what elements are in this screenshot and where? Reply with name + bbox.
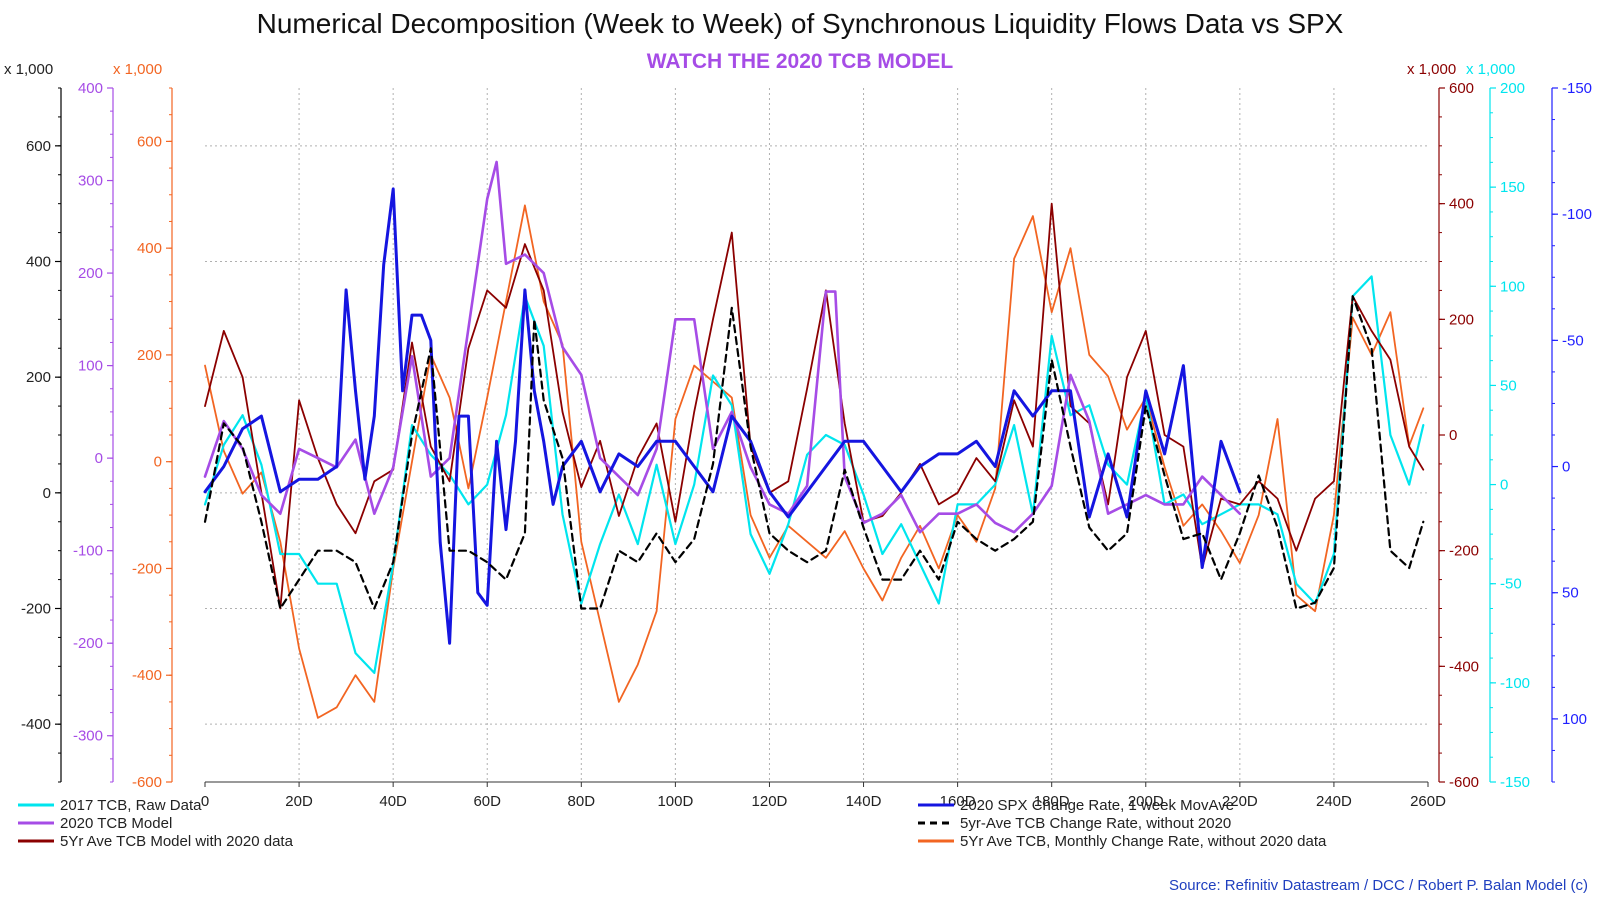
x-tick-label: 20D: [285, 793, 313, 810]
ax1-tick-label: -200: [21, 601, 51, 618]
ax3-tick-label: 0: [154, 454, 162, 471]
x-tick-label: 120D: [752, 793, 788, 810]
ax6-tick-label: 100: [1562, 711, 1587, 728]
ax3-tick-label: -400: [132, 667, 162, 684]
x-tick-label: 40D: [379, 793, 407, 810]
x-tick-label: 180D: [1034, 793, 1070, 810]
ax6-tick-label: -100: [1562, 206, 1592, 223]
ax6-tick-label: -150: [1562, 80, 1592, 97]
ax2-tick-label: 400: [78, 80, 103, 97]
x-tick-label: 100D: [657, 793, 693, 810]
x-tick-label: 260D: [1410, 793, 1446, 810]
series-line: [203, 187, 1242, 645]
x-tick-label: 60D: [473, 793, 501, 810]
ax3-tick-label: -600: [132, 774, 162, 791]
ax3-tick-label: 200: [137, 347, 162, 364]
grid-lines: [205, 88, 1428, 782]
ax1-tick-label: -400: [21, 716, 51, 733]
ax2-tick-label: -300: [73, 728, 103, 745]
chart-subtitle: WATCH THE 2020 TCB MODEL: [647, 50, 954, 73]
legend-label: 2017 TCB, Raw Data: [60, 797, 202, 814]
ax2-tick-label: -200: [73, 635, 103, 652]
axes-group: 0 20D 40D 60D 80D 100D 120D 140D 160D 180D 200D 220…: [4, 61, 1592, 810]
ax1-unit-label: x 1,000: [4, 61, 53, 78]
legend-label: 5yr-Ave TCB Change Rate, without 2020: [960, 815, 1231, 832]
ax4-tick-label: -400: [1449, 658, 1479, 675]
legend-label: 5Yr Ave TCB, Monthly Change Rate, withou…: [960, 833, 1327, 850]
ax6-tick-label: -50: [1562, 332, 1584, 349]
ax3-tick-label: 600: [137, 133, 162, 150]
ax3-tick-label: 400: [137, 240, 162, 257]
ax5-tick-label: 200: [1500, 80, 1525, 97]
ax5-tick-label: 0: [1500, 477, 1508, 494]
ax2-tick-label: 200: [78, 265, 103, 282]
x-tick-label: 220D: [1222, 793, 1258, 810]
ax3-tick-label: -200: [132, 560, 162, 577]
legend-label: 5Yr Ave TCB Model with 2020 data: [60, 833, 294, 850]
series-line: [203, 295, 1425, 610]
ax2-tick-label: 0: [95, 450, 103, 467]
ax4-unit-label: x 1,000: [1407, 61, 1456, 78]
ax4-tick-label: 0: [1449, 427, 1457, 444]
ax4-tick-label: -600: [1449, 774, 1479, 791]
x-tick-label: 240D: [1316, 793, 1352, 810]
ax5-unit-label: x 1,000: [1466, 61, 1515, 78]
x-tick-label: 140D: [846, 793, 882, 810]
ax2-tick-label: 100: [78, 358, 103, 375]
ax3-unit-label: x 1,000: [113, 61, 162, 78]
series-line: [203, 160, 1242, 534]
ax4-tick-label: 400: [1449, 196, 1474, 213]
ax2-tick-label: -100: [73, 543, 103, 560]
ax5-tick-label: -50: [1500, 576, 1522, 593]
chart-title: Numerical Decomposition (Week to Week) o…: [257, 8, 1344, 39]
x-tick-label: 200D: [1128, 793, 1164, 810]
series-line: [204, 204, 1425, 719]
ax5-tick-label: 150: [1500, 179, 1525, 196]
source-note: Source: Refinitiv Datastream / DCC / Rob…: [1169, 877, 1588, 894]
legend-label: 2020 TCB Model: [60, 815, 172, 832]
ax5-tick-label: -100: [1500, 675, 1530, 692]
ax1-tick-label: 400: [26, 254, 51, 271]
ax1-tick-label: 600: [26, 138, 51, 155]
legend-label: 2020 SPX Change Rate, 1 week MovAve: [960, 797, 1234, 814]
series-line: [203, 275, 1425, 675]
ax2-tick-label: 300: [78, 173, 103, 190]
series-group: [203, 160, 1425, 719]
ax5-tick-label: -150: [1500, 774, 1530, 791]
ax4-tick-label: -200: [1449, 543, 1479, 560]
ax1-tick-label: 0: [43, 485, 51, 502]
ax5-tick-label: 50: [1500, 377, 1517, 394]
ax4-tick-label: 200: [1449, 311, 1474, 328]
x-tick-label: 80D: [568, 793, 596, 810]
ax6-tick-label: 0: [1562, 459, 1570, 476]
ax6-tick-label: 50: [1562, 585, 1579, 602]
ax5-tick-label: 100: [1500, 278, 1525, 295]
x-tick-label: 0: [201, 793, 209, 810]
ax4-tick-label: 600: [1449, 80, 1474, 97]
ax1-tick-label: 200: [26, 369, 51, 386]
